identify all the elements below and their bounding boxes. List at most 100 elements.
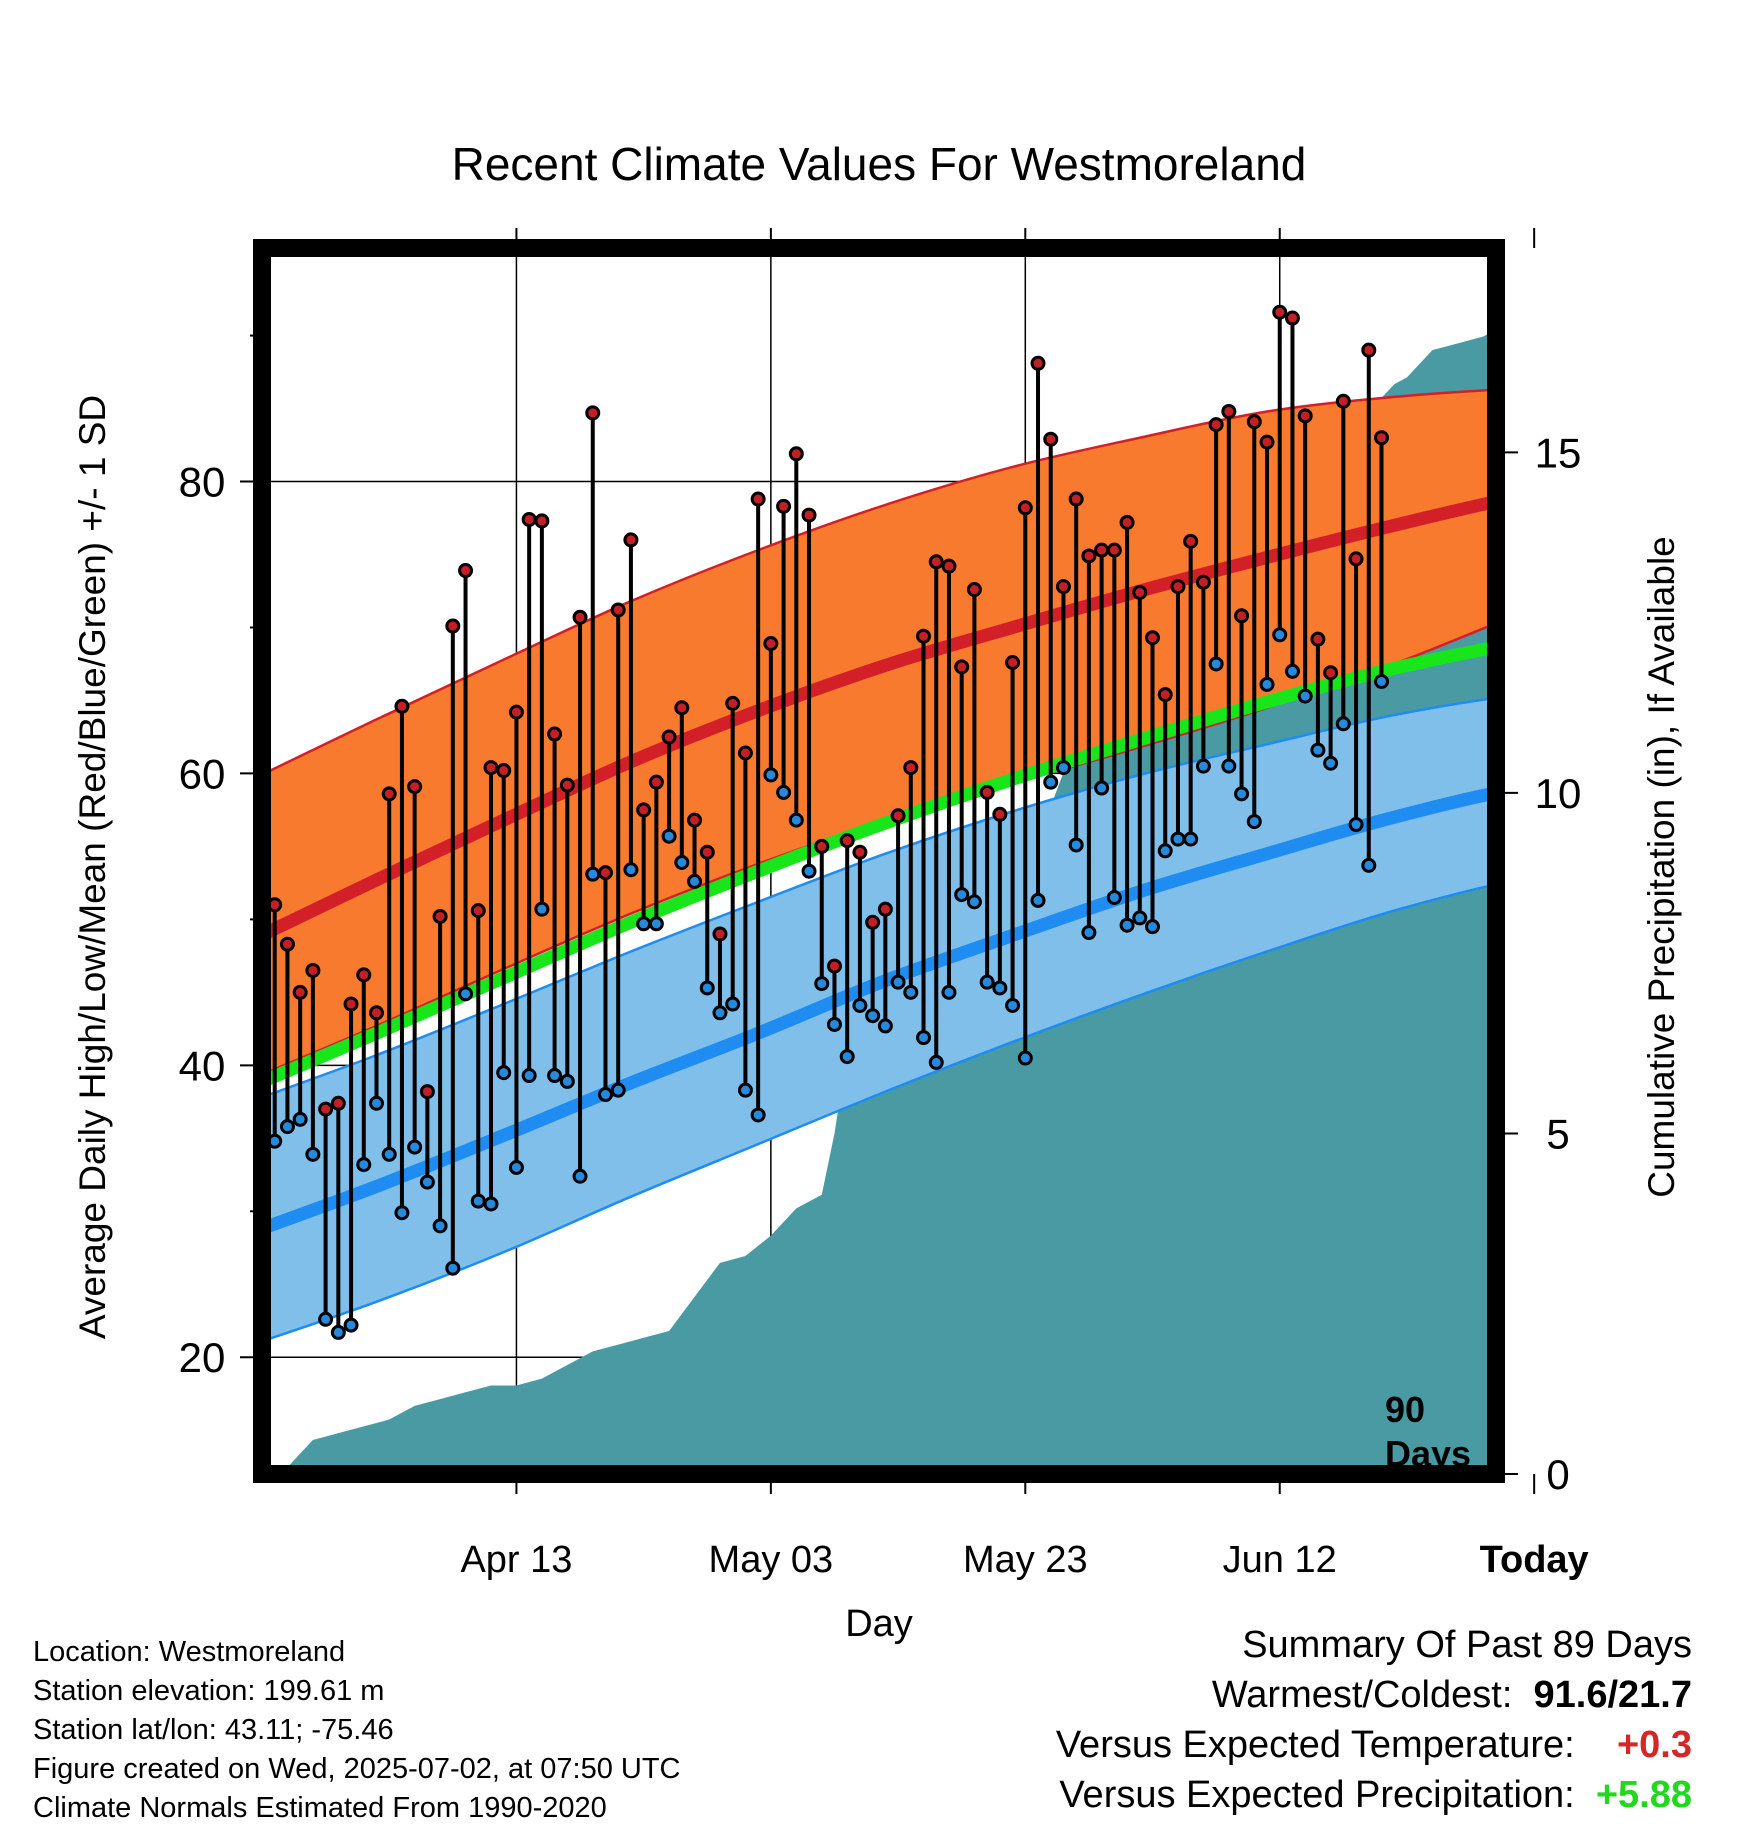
daily-high-point	[776, 498, 792, 514]
daily-low-point	[1145, 919, 1161, 935]
daily-low-point	[407, 1139, 423, 1155]
daily-high-point	[508, 704, 524, 720]
precip-label: Versus Expected Precipitation:	[1059, 1774, 1575, 1816]
daily-low-point	[1234, 786, 1250, 802]
daily-low-point	[1221, 758, 1237, 774]
daily-high-point	[992, 806, 1008, 822]
daily-high-point	[1068, 491, 1084, 507]
daily-high-point	[1272, 304, 1288, 320]
daily-high-point	[1055, 579, 1071, 595]
daily-high-point	[839, 833, 855, 849]
daily-high-point	[572, 609, 588, 625]
precip-value: +5.88	[1595, 1774, 1692, 1816]
daily-high-point	[928, 554, 944, 570]
cumulative-precip-area	[262, 329, 1496, 1474]
daily-low-point	[1081, 925, 1097, 941]
daily-low-point	[661, 828, 677, 844]
daily-high-point	[712, 926, 728, 942]
daily-low-point	[610, 1082, 626, 1098]
daily-high-point	[1094, 542, 1110, 558]
daily-low-point	[954, 887, 970, 903]
daily-high-point	[1374, 430, 1390, 446]
daily-high-point	[661, 729, 677, 745]
daily-high-point	[368, 1005, 384, 1021]
daily-high-point	[279, 936, 295, 952]
daily-low-point	[508, 1160, 524, 1175]
daily-low-point	[279, 1119, 295, 1135]
temp-value: +0.3	[1616, 1724, 1692, 1766]
daily-low-point	[737, 1082, 753, 1098]
daily-low-point	[1157, 843, 1173, 859]
daily-high-point	[903, 760, 919, 776]
daily-low-point	[419, 1174, 435, 1190]
info-latlon: Station lat/lon: 43.11; -75.46	[33, 1714, 394, 1746]
daily-low-point	[445, 1260, 461, 1276]
daily-high-point	[470, 903, 486, 919]
daily-high-point	[1221, 403, 1237, 419]
daily-low-point	[330, 1324, 346, 1340]
daily-high-point	[725, 695, 741, 711]
x-tick-label: May 23	[963, 1539, 1088, 1581]
daily-high-point	[674, 700, 690, 716]
daily-high-point	[1157, 687, 1173, 703]
daily-low-point	[903, 984, 919, 1000]
daily-low-point	[292, 1111, 308, 1127]
daily-low-point	[674, 854, 690, 870]
daily-low-point	[343, 1317, 359, 1333]
daily-low-point	[839, 1049, 855, 1065]
daily-high-point	[1183, 533, 1199, 549]
daily-low-point	[877, 1018, 893, 1034]
daily-high-point	[585, 405, 601, 421]
daily-high-point	[1259, 434, 1275, 450]
daily-low-point	[458, 986, 474, 1002]
daily-high-point	[750, 491, 766, 507]
plot-frame	[253, 239, 1505, 1483]
y-left-tick-label: 20	[179, 1334, 226, 1381]
daily-high-point	[916, 628, 932, 644]
daily-low-point	[699, 980, 715, 996]
daily-high-point	[1234, 608, 1250, 624]
daily-low-point	[1017, 1050, 1033, 1066]
daily-low-point	[394, 1205, 410, 1221]
daily-low-point	[1297, 688, 1313, 704]
x-tick-label: Today	[1480, 1539, 1589, 1581]
daily-high-point	[1310, 631, 1326, 647]
y-right-tick-label: 0	[1546, 1451, 1569, 1498]
daily-low-point	[534, 901, 550, 917]
info-created: Figure created on Wed, 2025-07-02, at 07…	[33, 1753, 681, 1785]
y-left-tick-label: 40	[179, 1042, 226, 1089]
daily-high-point	[318, 1101, 334, 1117]
daily-low-point	[1284, 663, 1300, 679]
low-sd-band-lower-edge	[262, 882, 1496, 1343]
daily-low-point	[432, 1218, 448, 1234]
daily-high-point	[496, 763, 512, 779]
daily-high-point	[597, 865, 613, 881]
daily-low-point	[1183, 831, 1199, 847]
daily-high-point	[865, 914, 881, 930]
daily-low-point	[1208, 656, 1224, 672]
daily-high-point	[381, 786, 397, 802]
daily-low-point	[1348, 817, 1364, 833]
x-tick-label: May 03	[709, 1539, 834, 1581]
daily-low-point	[547, 1068, 563, 1084]
summary-warm-cold: Warmest/Coldest: 91.6/21.7	[1212, 1674, 1692, 1717]
daily-high-point	[1043, 431, 1059, 447]
daily-high-point	[547, 726, 563, 742]
daily-low-point	[1361, 857, 1377, 873]
daily-low-point	[1335, 716, 1351, 732]
daily-high-point	[1348, 551, 1364, 567]
y-right-tick-label: 15	[1535, 429, 1582, 476]
daily-low-point	[814, 976, 830, 992]
daily-high-point	[1335, 393, 1351, 409]
daily-high-point	[763, 636, 779, 652]
daily-low-point	[1170, 831, 1186, 847]
daily-high-point	[1017, 500, 1033, 516]
daily-high-point	[458, 563, 474, 579]
daily-low-point	[750, 1107, 766, 1123]
daily-low-point	[572, 1168, 588, 1184]
daily-low-point	[1043, 774, 1059, 790]
daily-low-point	[992, 980, 1008, 996]
daily-high-point	[826, 958, 842, 974]
high-sd-band	[262, 389, 1496, 1075]
